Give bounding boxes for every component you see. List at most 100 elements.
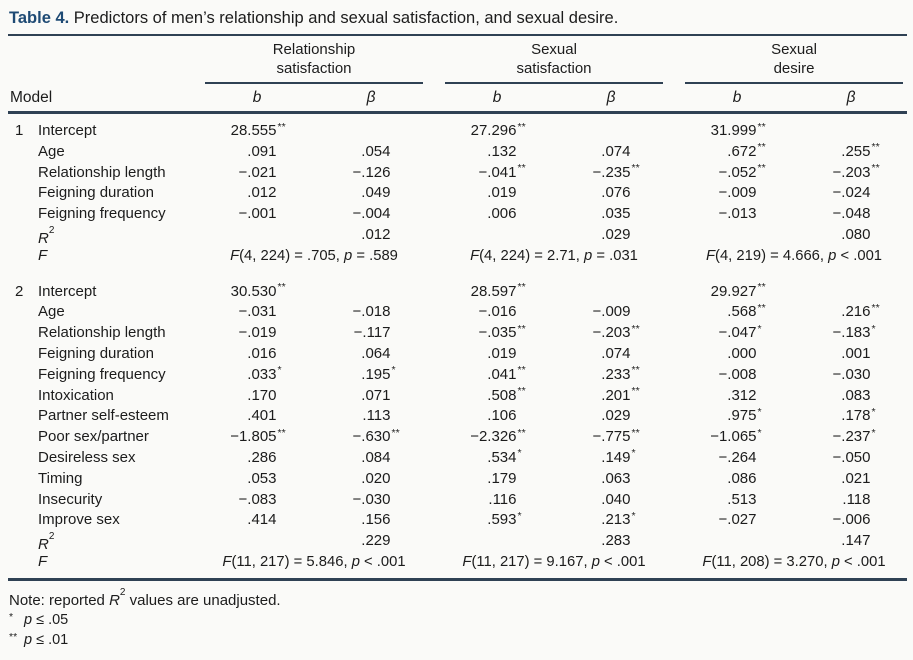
value-group: −.041 ** −.235 ** [440,162,668,184]
value-group: −.001 −.004 [200,204,428,225]
predictor-label: Improve sex [38,511,120,529]
significance-asterisks [517,179,532,200]
value-group: .401.113 [200,406,428,427]
significance-asterisks: ** [277,120,286,133]
value-cell: −.024 [794,183,908,204]
group-header-relationship-satisfaction: Relationship satisfaction [200,41,428,84]
significance-asterisks [391,117,406,138]
significance-asterisks [277,298,292,319]
predictor-label: Intercept [38,282,97,300]
predictor-label: Feigning frequency [38,205,166,223]
significance-asterisks [871,527,886,548]
significance-asterisks [277,158,292,179]
significance-asterisks: ** [631,426,640,439]
value-group: −.047 * −.183 * [680,323,908,344]
value-group: .000.001 [680,344,908,365]
significance-asterisks [391,464,406,485]
value-cell: −.018 [314,302,428,323]
significance-asterisks: ** [517,162,526,175]
value-cell: .076 [554,183,668,204]
significance-asterisks [517,485,532,506]
value-cell: −1.065 * [680,427,794,448]
value-cell: −.013 [680,204,794,225]
value-group: −.008 −.030 [680,365,908,386]
predictor-label: F [38,246,48,264]
value-group: −.019 −.117 [200,323,428,344]
column-group-header-row: Relationship satisfaction Sexual satisfa… [8,36,907,84]
value-cell: .040 [554,490,668,511]
value-cell: .029 [554,225,668,246]
significance-asterisks [277,220,292,241]
significance-asterisks [757,220,772,241]
table-body: 1 Intercept 28.555 ** 27.296 ** 31.999 ** Age .09… [8,114,907,578]
value-cell [200,531,314,552]
table-row: Feigning frequency .033 * .195 * .041 ** .233 **… [8,364,908,386]
model-number [8,246,38,267]
value-group: −.021 −.126 [200,163,428,184]
value-group: −.016 −.009 [440,302,668,323]
value-cell: .156 [314,510,428,531]
f-statistic-group: F(11, 217) = 9.167, p < .001 [440,552,668,573]
value-cell: .401 [200,406,314,427]
f-statistic: F(11, 208) = 3.270, p < .001 [702,553,886,570]
value-cell: .513 [680,490,794,511]
f-statistic: F(11, 217) = 9.167, p < .001 [462,553,646,570]
table-row: Insecurity −.083 −.030 .116.040 .513.118 [8,490,907,511]
significance-asterisks [391,220,406,241]
value-cell: .113 [314,406,428,427]
significance-asterisks: ** [517,322,526,335]
significance-asterisks [277,200,292,221]
value-group: .019.076 [440,183,668,204]
value-cell: −.264 [680,448,794,469]
significance-asterisks [631,220,646,241]
significance-asterisks [631,277,646,298]
significance-asterisks [757,179,772,200]
value-cell: .286 [200,448,314,469]
value-cell: .071 [314,386,428,407]
model-number [8,531,38,552]
value-cell: .534 * [440,447,554,469]
significance-asterisks [871,485,886,506]
significance-asterisks: * [631,509,636,522]
value-cell: .053 [200,469,314,490]
model-number [8,386,38,407]
value-cell: .213 * [554,510,668,531]
predictor-label: R2 [38,224,55,247]
value-group: .534 * .149 * [440,447,668,469]
model-number [8,365,38,386]
value-cell: −.035 ** [440,323,554,344]
value-cell: .074 [554,344,668,365]
value-cell: .054 [314,142,428,163]
predictor-label: Partner self-esteem [38,407,169,425]
f-statistic-group: F(11, 208) = 3.270, p < .001 [680,552,908,573]
significance-note-p05: * p ≤ .05 [8,611,907,631]
model-number [8,183,38,204]
value-group: −.031 −.018 [200,302,428,323]
predictor-label: Insecurity [38,490,103,508]
value-cell: −.203 ** [794,162,908,184]
significance-asterisks [517,200,532,221]
significance-asterisks [757,443,772,464]
sub-header-group: b β [440,84,668,111]
significance-asterisks: ** [631,364,640,377]
value-group: .170.071 [200,386,428,407]
value-group: .106.029 [440,406,668,427]
model-column-header: Model [10,89,53,106]
table-title: Table 4. Predictors of men’s relationshi… [8,5,907,34]
significance-asterisks [277,527,292,548]
value-group: .006.035 [440,204,668,225]
significance-asterisks: * [631,447,636,460]
significance-asterisks [277,443,292,464]
value-cell: .132 [440,142,554,163]
value-cell: −.203 ** [554,323,668,344]
significance-asterisks [391,402,406,423]
significance-asterisks [871,360,886,381]
value-group: −.264 −.050 [680,448,908,469]
value-cell: −.630 ** [314,427,428,448]
significance-asterisks [391,179,406,200]
model-number [8,510,38,531]
value-cell: .029 [554,406,668,427]
model-number [8,469,38,490]
value-group: −.027 −.006 [680,510,908,531]
